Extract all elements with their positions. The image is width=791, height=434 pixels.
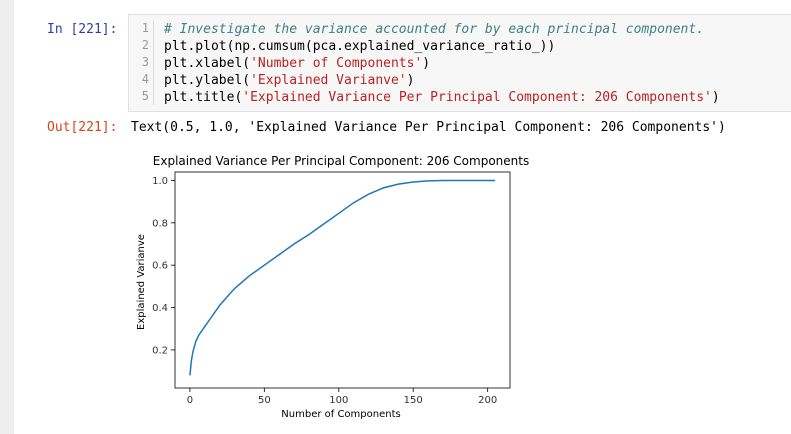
line-number: 3 (141, 55, 149, 69)
code-cell[interactable]: 1 2 3 4 5 # Investigate the variance acc… (128, 14, 791, 112)
code-text: plt.title( (164, 90, 243, 105)
line-number-gutter: 1 2 3 4 5 (129, 21, 154, 105)
code-line-2[interactable]: plt.plot(np.cumsum(pca.explained_varianc… (164, 38, 720, 55)
code-text: ) (422, 56, 431, 71)
y-axis-label: Explained Varianve (136, 234, 147, 330)
code-line-1[interactable]: # Investigate the variance accounted for… (164, 21, 720, 38)
code-string: 'Number of Components' (250, 56, 423, 71)
input-prompt: In [221]: (47, 22, 118, 37)
code-line-5[interactable]: plt.title('Explained Variance Per Princi… (164, 89, 720, 106)
plot-frame (174, 171, 511, 389)
code-text: ) (406, 73, 415, 88)
code-text: plt.xlabel( (164, 56, 251, 71)
series-line (189, 179, 496, 376)
code-text: plt.ylabel( (164, 73, 251, 88)
code-editor[interactable]: # Investigate the variance accounted for… (164, 21, 720, 106)
code-text: ) (711, 90, 720, 105)
x-tick-label: 150 (404, 395, 423, 406)
line-number: 4 (141, 72, 149, 86)
line-number: 5 (141, 89, 149, 103)
output-prompt: Out[221]: (47, 120, 118, 135)
x-tick-label: 100 (329, 395, 348, 406)
output-text: Text(0.5, 1.0, 'Explained Variance Per P… (131, 120, 726, 135)
line-number: 1 (141, 21, 149, 35)
code-line-4[interactable]: plt.ylabel('Explained Varianve') (164, 72, 720, 89)
x-axis-label: Number of Components (281, 409, 400, 420)
code-string: 'Explained Variance Per Principal Compon… (242, 90, 712, 105)
x-tick-label: 0 (187, 395, 193, 406)
y-tick-label: 0.4 (152, 303, 168, 314)
code-comment: # Investigate the variance accounted for… (164, 22, 705, 37)
line-chart: Explained Variance Per Principal Compone… (136, 154, 529, 420)
y-tick-label: 0.6 (152, 261, 168, 272)
line-number: 2 (141, 38, 149, 52)
chart-title: Explained Variance Per Principal Compone… (153, 154, 529, 168)
y-axis-ticks: 0.2 0.4 0.6 0.8 1.0 (152, 176, 175, 356)
code-line-3[interactable]: plt.xlabel('Number of Components') (164, 55, 720, 72)
x-axis-ticks: 0 50 100 150 200 (187, 388, 497, 406)
y-tick-label: 0.2 (152, 345, 168, 356)
code-string: 'Explained Varianve' (250, 73, 407, 88)
y-tick-label: 0.8 (152, 218, 168, 229)
y-tick-label: 1.0 (152, 176, 168, 187)
x-tick-label: 50 (258, 395, 271, 406)
code-text: plt.plot(np.cumsum(pca.explained_varianc… (164, 39, 556, 54)
notebook-left-strip (0, 0, 14, 434)
x-tick-label: 200 (478, 395, 497, 406)
